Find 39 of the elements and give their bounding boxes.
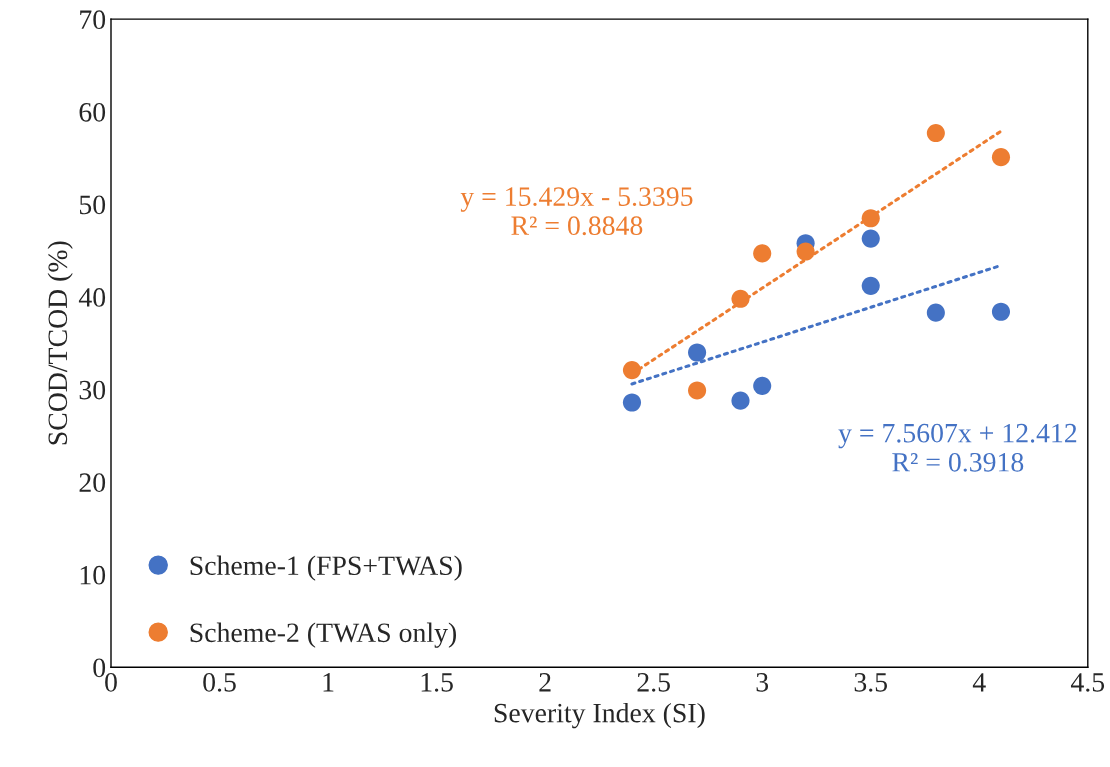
point [622,393,642,412]
point [861,229,880,248]
y-tick-label: 40 [78,288,106,307]
x-axis-title: Severity Index (SI) [494,702,705,729]
point [731,391,750,410]
x-tick-label: 4.5 [1070,673,1105,692]
x-tick-label: 3.5 [854,673,888,692]
point [688,381,707,400]
x-tick-label: 2.5 [637,673,670,692]
x-tick-label: 1.5 [421,673,453,692]
y-tick-label: 20 [79,473,106,493]
y-tick-label: 60 [79,102,106,122]
x-tick-label: 3 [756,673,769,692]
legend-label: Scheme-1 (FPS+TWAS) [190,555,462,581]
y-tick-label: 0 [93,658,106,678]
y-axis-title: SCOD/TCOD (%) [47,241,73,445]
x-tick-label: 4 [972,673,986,692]
x-tick-label: 2 [539,673,551,692]
point [861,209,880,228]
x-tick-label: 0.5 [203,672,236,692]
y-tick-label: 10 [80,565,106,585]
point [991,148,1011,167]
x-tick-label: 1 [323,673,334,692]
point [926,124,945,143]
annotation: y = 15.429x - 5.3395 R² = 0.8848 [460,187,693,236]
annotation: y = 7.5607x + 12.412 R² = 0.3918 [838,423,1077,472]
y-tick-label: 70 [80,10,106,30]
point [926,303,945,322]
point [731,289,750,308]
point [622,361,642,380]
y-tick-label: 50 [79,195,106,215]
point [991,302,1011,321]
point [861,276,880,295]
point [796,242,815,261]
point [688,343,707,362]
point [753,376,772,395]
legend-label: Scheme-2 (TWAS only) [190,622,457,648]
y-tick-label: 30 [79,380,106,400]
point [753,244,772,263]
